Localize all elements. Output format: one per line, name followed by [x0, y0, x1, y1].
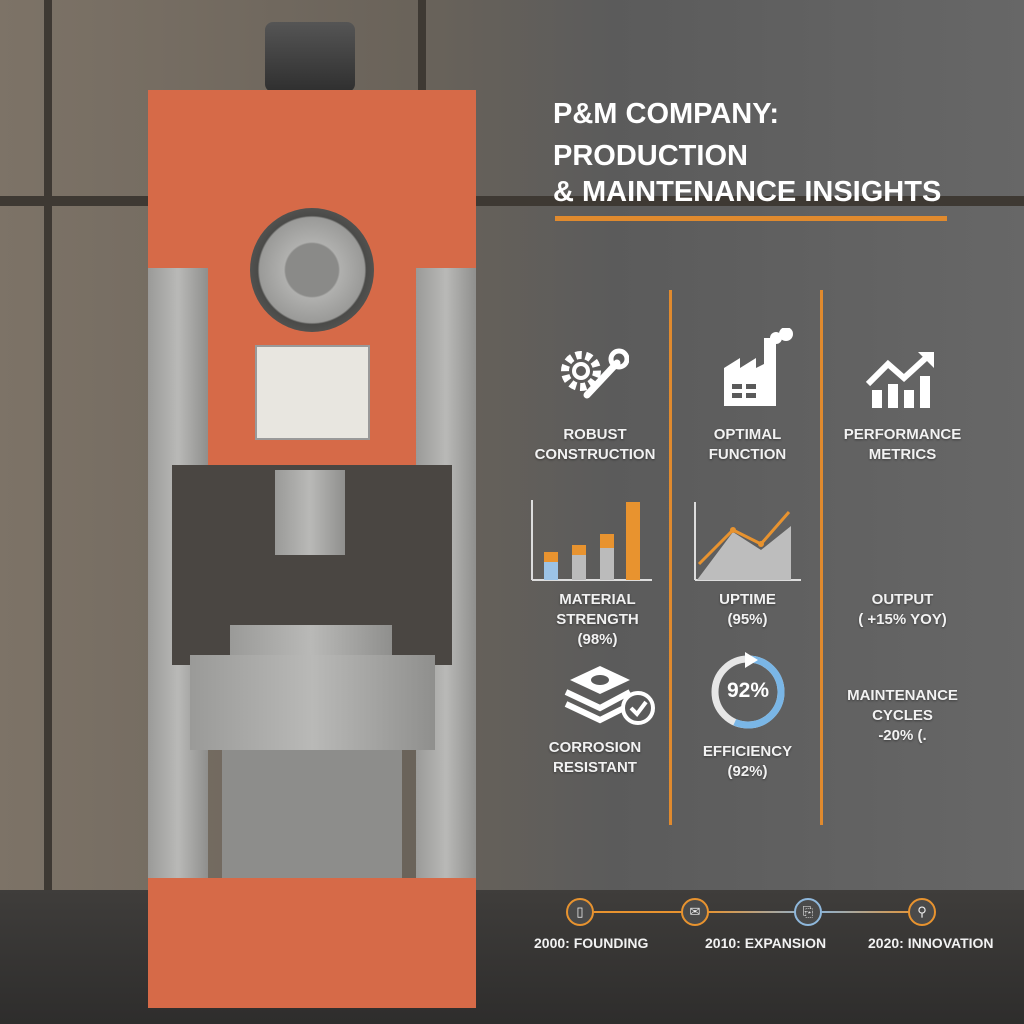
- search-icon: ⚲: [908, 898, 936, 926]
- timeline-label-2000: 2000: FOUNDING: [534, 935, 649, 951]
- document-icon: ⎘: [794, 898, 822, 926]
- press-cylinder-top: [265, 22, 355, 92]
- device-icon: ▯: [566, 898, 594, 926]
- trend-chart-icon: [866, 352, 934, 408]
- press-die: [230, 625, 392, 655]
- timeline-line: [594, 911, 690, 913]
- envelope-icon: ✉: [681, 898, 709, 926]
- timeline-line: [706, 911, 806, 913]
- press-base-panel: [222, 750, 402, 878]
- robust-construction-label: ROBUST CONSTRUCTION: [534, 426, 656, 463]
- press-foot: [148, 878, 476, 1008]
- bar-chart-icon: [531, 500, 652, 581]
- corrosion-resistant-label: CORROSION RESISTANT: [548, 739, 642, 776]
- material-strength-metric: MATERIAL STRENGTH (98%): [556, 591, 639, 648]
- gauge-ring-icon: [711, 652, 785, 729]
- factory-icon: [724, 328, 793, 406]
- timeline-label-2020: 2020: INNOVATION: [868, 935, 994, 951]
- gauge-value: 92%: [726, 679, 770, 702]
- uptime-metric: UPTIME (95%): [719, 591, 776, 628]
- efficiency-gauge: 92%: [708, 652, 788, 732]
- gear-wrench-icon: [561, 348, 629, 399]
- title-underline: [555, 216, 947, 221]
- timeline-line: [822, 911, 922, 913]
- uptime-area-chart-icon: [694, 502, 801, 581]
- press-ram: [275, 470, 345, 555]
- title-line-1: P&M COMPANY:: [553, 98, 780, 130]
- efficiency-label: EFFICIENCY (92%): [702, 743, 793, 780]
- column-divider: [820, 290, 823, 825]
- title-line-3: & MAINTENANCE INSIGHTS: [553, 176, 942, 208]
- maintenance-cycles-metric: MAINTENANCE CYCLES -20% (.: [847, 687, 958, 744]
- column-divider: [669, 290, 672, 825]
- press-bed: [190, 655, 435, 750]
- timeline-label-2010: 2010: EXPANSION: [705, 935, 827, 951]
- stacked-plates-check-icon: [564, 666, 655, 725]
- page-title: P&M COMPANY: PRODUCTION & MAINTENANCE IN…: [553, 96, 941, 210]
- performance-metrics-label: PERFORMANCE METRICS: [843, 426, 962, 463]
- warning-label: [255, 345, 370, 440]
- title-line-2: PRODUCTION: [553, 140, 748, 172]
- press-flange: [250, 208, 374, 332]
- optimal-function-label: OPTIMAL FUNCTION: [708, 426, 787, 463]
- output-metric: OUTPUT( +15% YOY): [858, 591, 947, 628]
